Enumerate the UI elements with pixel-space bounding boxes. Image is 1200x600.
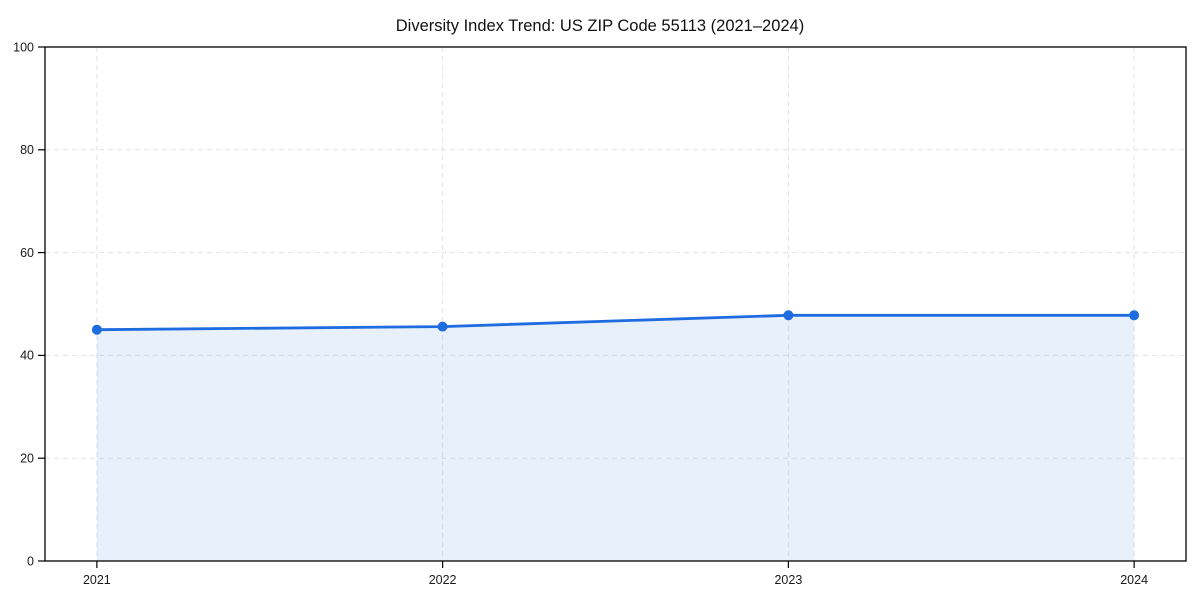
plot-border xyxy=(44,46,1187,562)
x-tick-label: 2021 xyxy=(83,573,111,587)
data-point-2022 xyxy=(437,321,448,332)
plot-background xyxy=(45,47,1186,561)
y-tick-label: 80 xyxy=(20,143,34,157)
x-tick-label: 2022 xyxy=(429,573,457,587)
data-point-2021 xyxy=(91,324,102,335)
y-tick-label: 100 xyxy=(13,40,34,54)
trend-line xyxy=(95,313,1136,332)
data-point-2024 xyxy=(1129,310,1140,321)
y-tick-label: 40 xyxy=(20,349,34,363)
chart-title: Diversity Index Trend: US ZIP Code 55113… xyxy=(396,17,804,35)
data-point-2023 xyxy=(783,310,794,321)
y-tick-label: 0 xyxy=(27,554,34,568)
y-tick-label: 60 xyxy=(20,246,34,260)
area-fill xyxy=(96,315,1135,561)
x-tick-label: 2024 xyxy=(1120,573,1148,587)
y-tick-label: 20 xyxy=(20,452,34,466)
x-tick-label: 2023 xyxy=(774,573,802,587)
